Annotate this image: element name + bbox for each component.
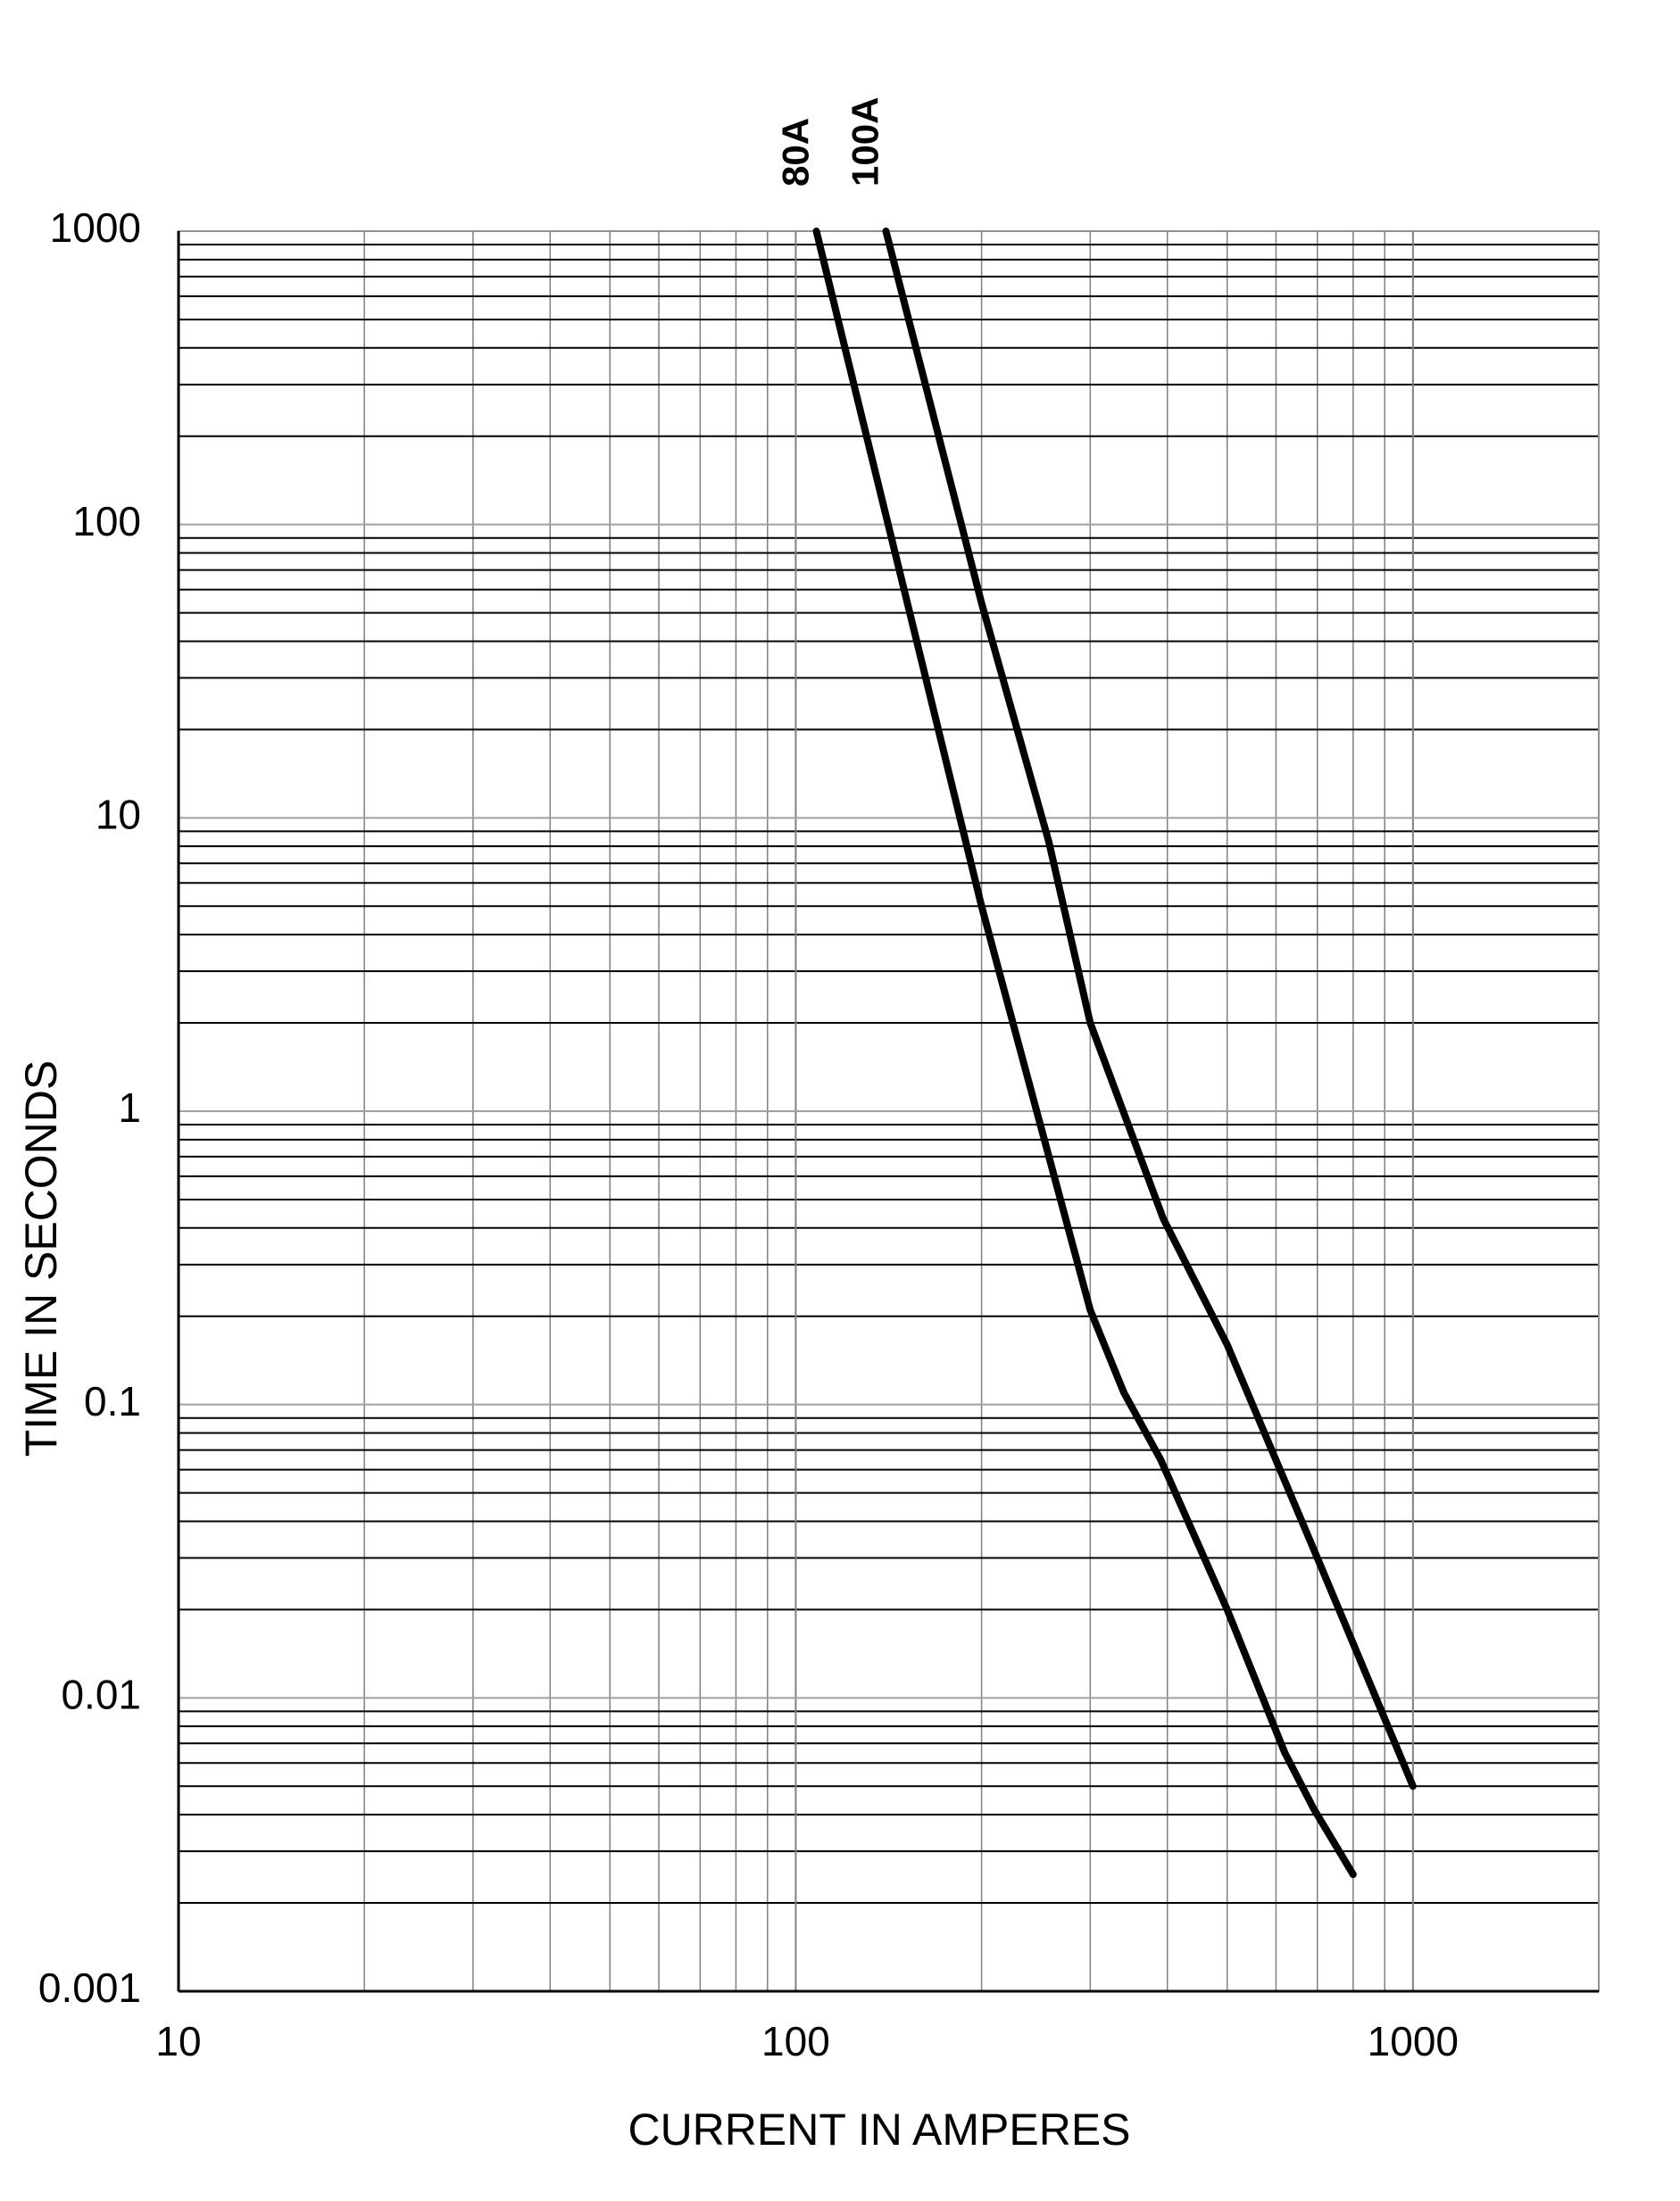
y-tick-label: 0.1 xyxy=(84,1378,141,1424)
y-axis-title: TIME IN SECONDS xyxy=(16,1060,66,1457)
curve-label: 100A xyxy=(844,97,886,187)
x-axis-title: CURRENT IN AMPERES xyxy=(628,2105,1130,2155)
y-tick-label: 0.01 xyxy=(61,1671,141,1717)
y-tick-label: 0.001 xyxy=(38,1964,141,2011)
y-tick-label: 100 xyxy=(72,498,141,544)
curve-label: 80A xyxy=(775,118,817,187)
y-tick-label: 10 xyxy=(96,791,141,837)
curve xyxy=(812,228,1357,1879)
y-tick-label: 1000 xyxy=(50,204,141,251)
x-tick-label: 10 xyxy=(155,2018,201,2064)
x-tick-label: 100 xyxy=(761,2018,830,2064)
curve xyxy=(882,228,1417,1790)
y-tick-label: 1 xyxy=(118,1084,141,1131)
x-tick-label: 1000 xyxy=(1368,2018,1459,2064)
